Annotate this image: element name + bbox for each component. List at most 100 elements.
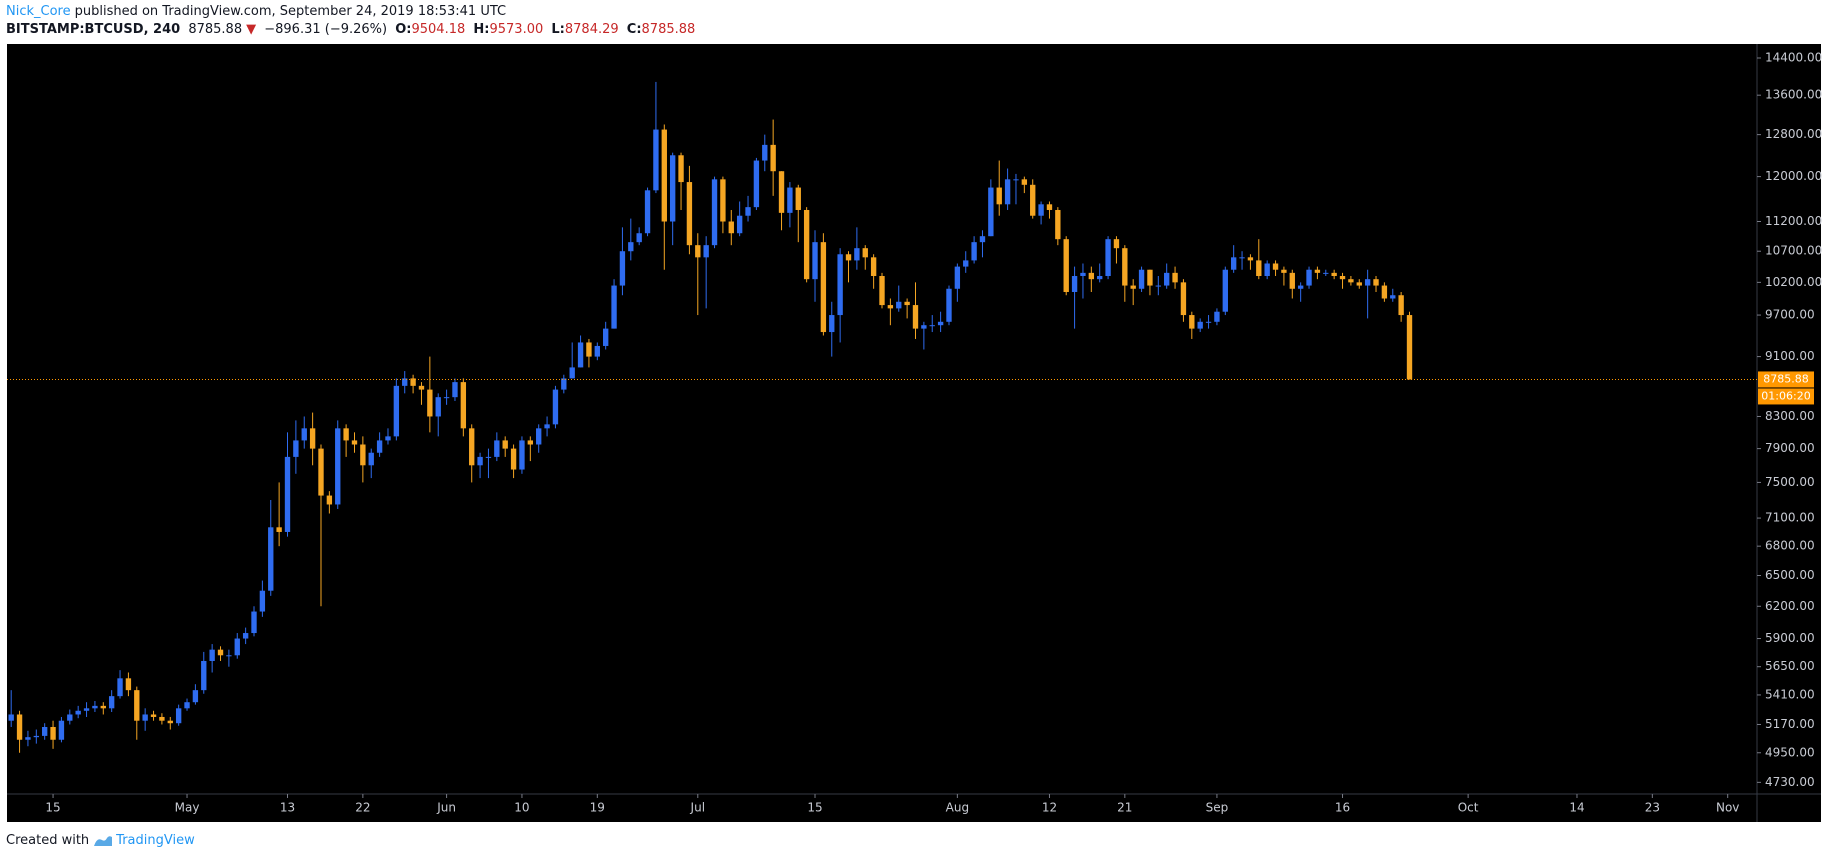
candle-body: [803, 209, 810, 280]
candle-body: [167, 720, 173, 724]
high-value: 9573.00: [489, 22, 544, 37]
candle-body: [477, 456, 483, 466]
candle-body: [427, 389, 433, 417]
candle-body: [1055, 209, 1061, 240]
candle-body: [410, 378, 416, 386]
candle-body: [728, 221, 734, 234]
candle-body: [309, 428, 316, 449]
candle-body: [293, 440, 299, 457]
brand[interactable]: TradingView: [116, 833, 195, 848]
candle-body: [259, 590, 266, 612]
candle-body: [896, 301, 902, 309]
y-tick-label: 9100.00: [1765, 349, 1815, 363]
candle-body: [703, 245, 709, 258]
candle-body: [1289, 272, 1295, 289]
candle-body: [854, 248, 860, 261]
candle-body: [887, 305, 894, 309]
candle-body: [1088, 272, 1095, 280]
candle-body: [996, 187, 1002, 205]
created-with: Created with: [6, 833, 90, 848]
candle-body: [527, 440, 534, 445]
candle-body: [678, 155, 684, 183]
footer: Created with TradingView: [6, 833, 195, 848]
x-tick-label: 19: [590, 801, 605, 815]
candle-body: [937, 321, 944, 326]
candle-body: [870, 257, 877, 277]
y-tick-label: 10200.00: [1765, 275, 1822, 289]
candle-body: [343, 428, 349, 441]
candle-body: [829, 315, 835, 333]
candle-body: [251, 611, 257, 634]
candle-body: [1063, 239, 1069, 292]
y-tick-label: 7900.00: [1765, 441, 1815, 455]
candle-body: [1138, 269, 1145, 289]
candle-body: [1239, 257, 1245, 259]
candle-body: [1038, 204, 1044, 216]
candle-body: [1004, 179, 1011, 205]
candle-body: [318, 448, 324, 496]
y-tick-label: 7100.00: [1765, 511, 1815, 525]
candle-body: [586, 342, 592, 357]
candle-body: [1323, 272, 1329, 274]
candle-body: [619, 251, 626, 286]
y-tick-label: 5900.00: [1765, 631, 1815, 645]
candle-body: [1297, 285, 1304, 289]
x-tick-label: 12: [1042, 801, 1057, 815]
candle-body: [1205, 321, 1212, 323]
open-label: O:: [395, 22, 412, 37]
y-tick-label: 5650.00: [1765, 659, 1815, 673]
candle-body: [787, 187, 793, 213]
candle-body: [242, 633, 249, 639]
candle-body: [485, 456, 492, 458]
x-tick-label: 22: [355, 801, 370, 815]
candle-body: [1364, 279, 1371, 286]
countdown-label: 01:06:20: [1761, 389, 1810, 402]
candle-body: [1164, 272, 1170, 286]
candle-body: [929, 325, 935, 327]
candle-body: [845, 254, 852, 261]
candle-body: [201, 660, 207, 691]
candle-body: [100, 705, 106, 709]
x-tick-label: 10: [514, 801, 529, 815]
x-tick-label: 13: [280, 801, 295, 815]
x-tick-label: 23: [1645, 801, 1660, 815]
candle-body: [443, 397, 450, 399]
candle-body: [1122, 248, 1128, 286]
x-tick-label: 16: [1335, 801, 1350, 815]
candle-body: [360, 444, 366, 466]
candle-body: [1197, 321, 1203, 329]
candle-body: [636, 233, 642, 243]
candle-body: [1113, 239, 1120, 249]
y-tick-label: 11200.00: [1765, 214, 1822, 228]
candle-body: [862, 248, 868, 258]
close-value: 8785.88: [641, 22, 696, 37]
candle-body: [234, 638, 240, 656]
candle-body: [561, 378, 567, 390]
candle-body: [912, 305, 919, 329]
symbol: BITSTAMP:BTCUSD, 240: [6, 22, 181, 37]
candle-body: [1247, 257, 1254, 261]
y-tick-label: 6800.00: [1765, 539, 1815, 553]
author[interactable]: Nick_Core: [6, 4, 71, 19]
candle-body: [1348, 279, 1354, 283]
candle-body: [644, 190, 651, 234]
y-tick-label: 4950.00: [1765, 745, 1815, 759]
candle-body: [83, 708, 90, 711]
countdown-box: [1758, 388, 1814, 405]
candle-body: [1306, 269, 1312, 286]
candle-body: [963, 260, 969, 267]
candle-body: [184, 702, 190, 709]
candle-body: [661, 129, 667, 222]
candle-body: [1147, 269, 1153, 286]
y-tick-label: 12000.00: [1765, 169, 1822, 183]
candle-body: [544, 424, 550, 429]
candle-body: [1071, 276, 1078, 292]
candle-body: [753, 160, 760, 208]
candle-body: [1373, 279, 1379, 286]
candle-body: [1046, 204, 1053, 210]
candle-body: [1331, 272, 1337, 277]
candle-body: [8, 714, 14, 721]
candle-body: [42, 726, 48, 736]
y-tick-label: 8300.00: [1765, 409, 1815, 423]
candle-body: [603, 328, 609, 346]
